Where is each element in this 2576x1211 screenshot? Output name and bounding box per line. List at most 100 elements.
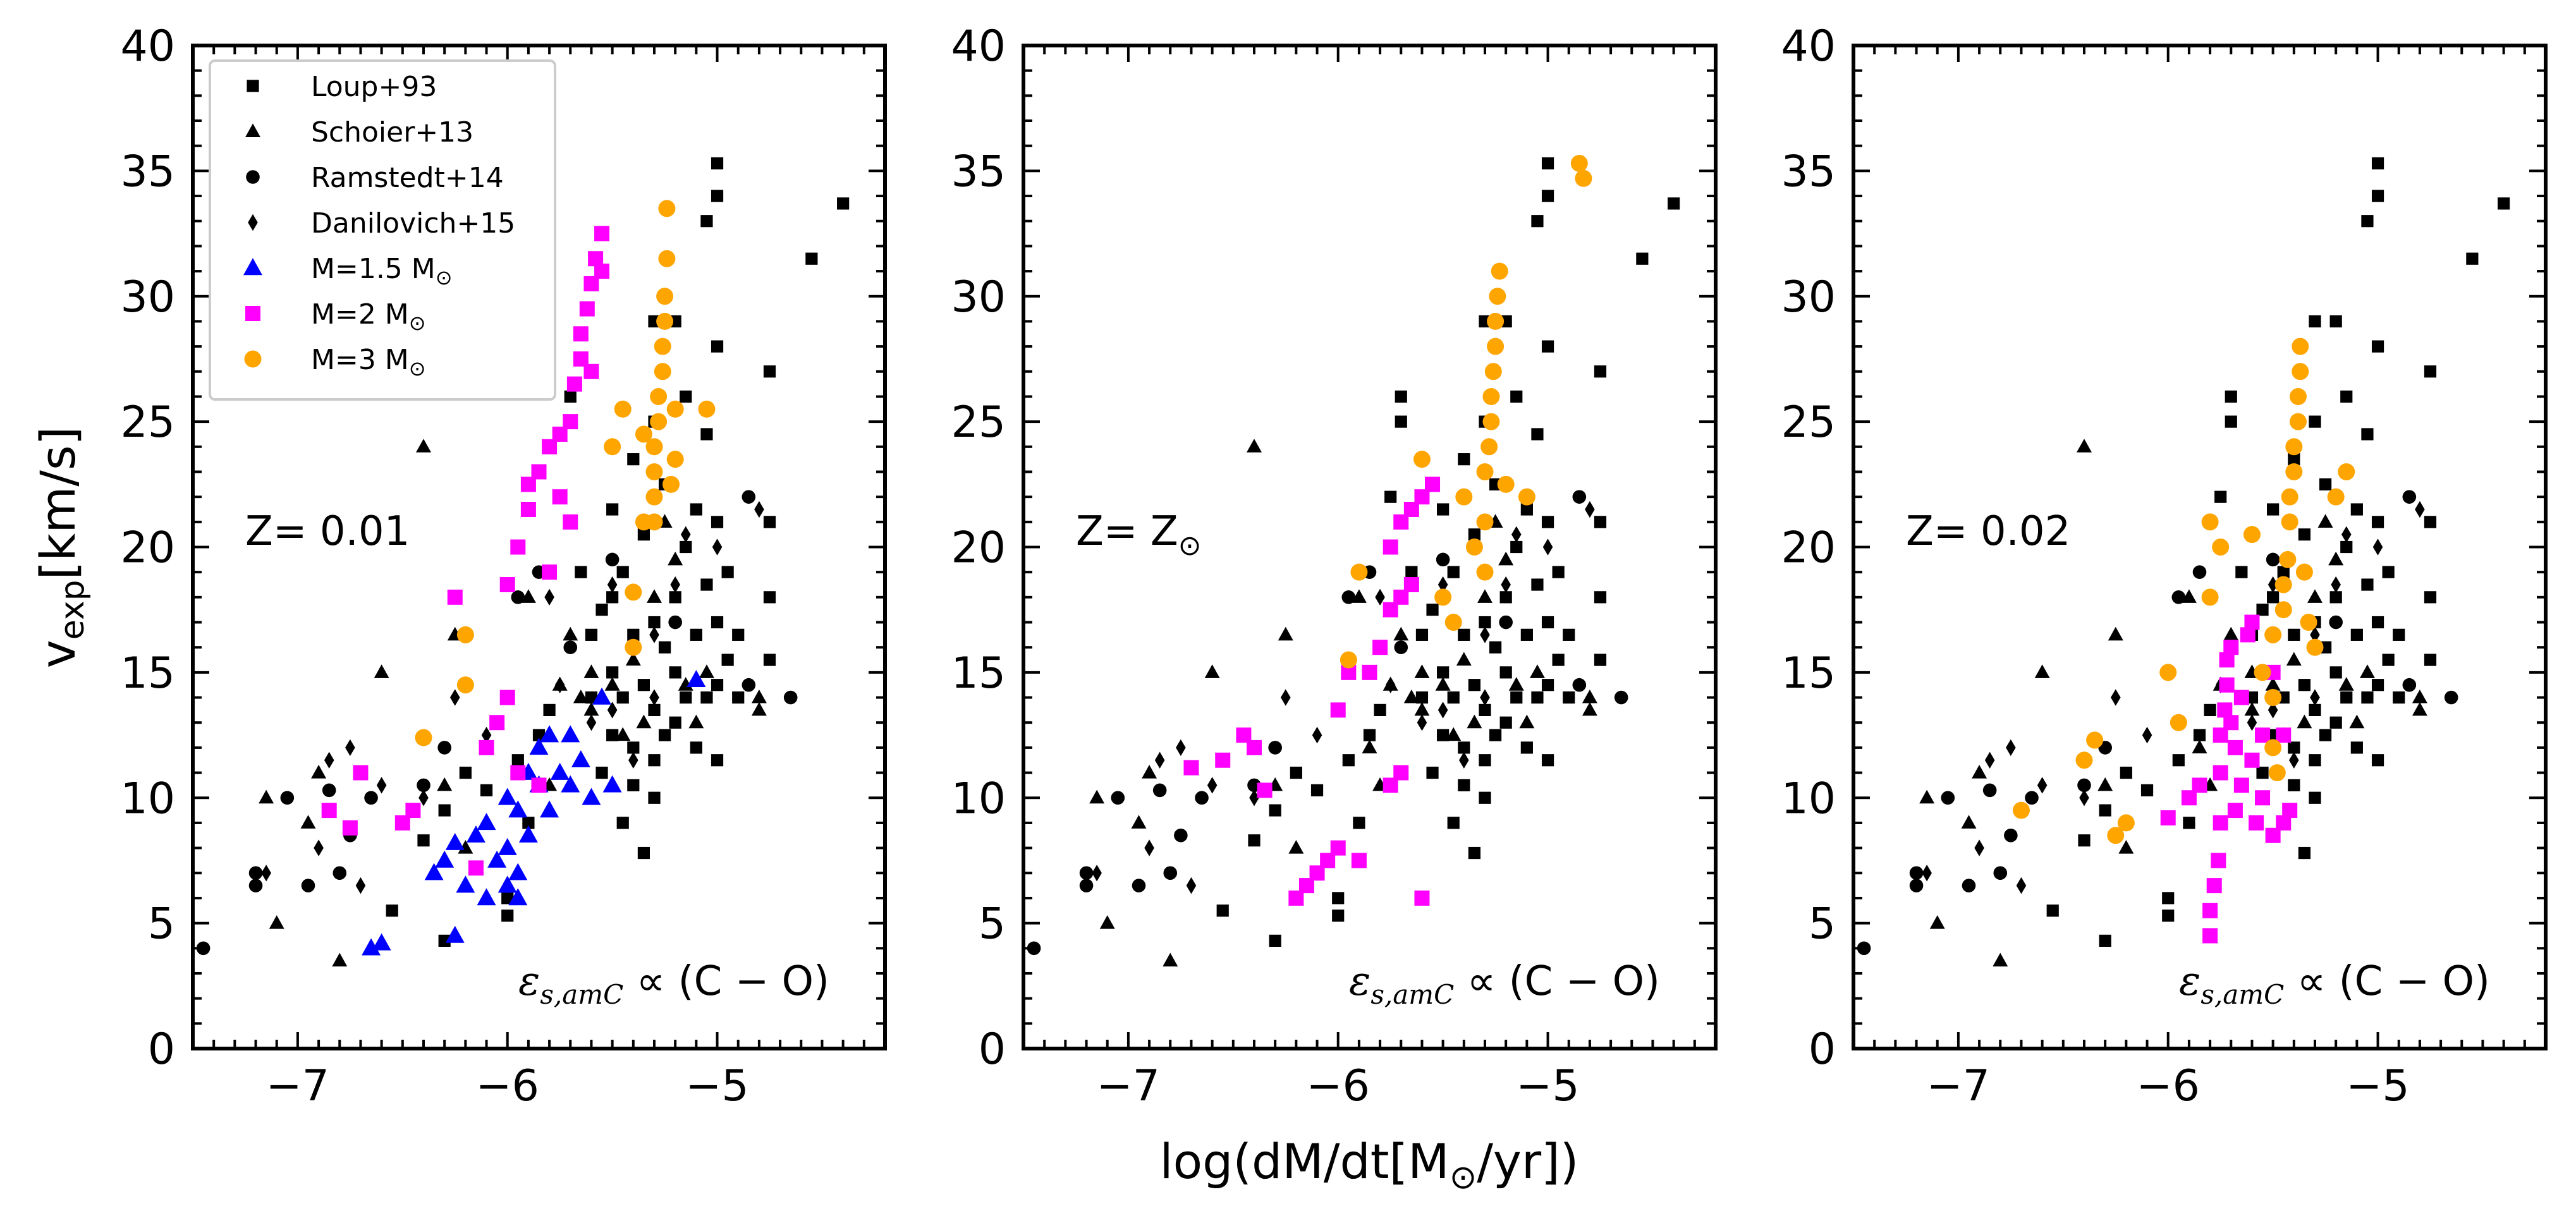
model-point-m-2-m- [563,514,578,530]
model-point-m-2-m- [510,539,526,555]
model-point-m-3-m- [625,638,642,656]
obs-point-ramstedt-14 [333,866,347,880]
obs-point-loup-93 [1479,754,1491,767]
obs-point-loup-93 [648,754,661,767]
obs-point-loup-93 [2277,566,2290,578]
panel-right: −7 −6 −5 0 5 10 15 20 25 30 35 40 Z= 0.02 εs,amC ∝ … [1781,21,2548,1111]
model-point-m-3-m- [614,400,632,418]
model-point-m-3-m- [1487,312,1505,330]
obs-point-schoier-13 [647,589,662,603]
obs-point-danilovich-15 [355,877,366,894]
obs-point-loup-93 [1510,691,1523,704]
obs-point-schoier-13 [1961,815,1977,829]
legend-marker [245,306,260,321]
model-point-m-2-m- [1383,539,1398,555]
obs-point-loup-93 [763,654,776,666]
obs-point-danilovich-15 [1585,501,1595,518]
model-point-m-3-m- [1497,475,1515,493]
obs-point-ramstedt-14 [2329,615,2343,630]
obs-point-loup-93 [1248,834,1261,847]
y-tick-label: 0 [1809,1025,1836,1074]
scatter-points-right [1857,157,2510,967]
obs-point-loup-93 [1594,365,1607,378]
ticks-left [192,44,886,1050]
obs-point-loup-93 [669,666,681,679]
y-tick-label: 25 [120,398,175,447]
model-point-m-2-m- [2202,928,2218,944]
legend-label: Loup+93 [311,71,437,103]
obs-point-schoier-13 [1351,589,1367,603]
obs-point-loup-93 [2382,654,2395,666]
obs-point-ramstedt-14 [1268,741,1282,755]
obs-point-schoier-13 [416,439,431,453]
obs-point-schoier-13 [604,677,620,691]
model-point-m-2-m- [573,326,589,342]
obs-point-schoier-13 [2412,702,2427,716]
obs-point-danilovich-15 [1176,739,1186,757]
obs-point-schoier-13 [2265,677,2281,691]
obs-point-loup-93 [606,591,619,604]
model-point-m-3-m- [654,363,671,380]
model-point-m-1.5-m- [497,875,517,893]
obs-point-loup-93 [721,566,734,578]
obs-point-ramstedt-14 [301,879,315,892]
model-point-m-1.5-m- [540,800,559,818]
y-tick-label: 0 [979,1025,1006,1074]
obs-point-ramstedt-14 [1572,490,1587,504]
obs-point-ramstedt-14 [783,690,798,705]
obs-point-ramstedt-14 [1163,866,1178,880]
model-point-m-3-m- [2274,601,2292,619]
obs-point-loup-93 [1552,654,1565,666]
model-point-m-1.5-m- [497,837,517,855]
formula-label-left: εs,amC ∝ (C − O) [518,958,829,1010]
obs-point-loup-93 [1499,666,1512,679]
obs-point-danilovich-15 [2016,877,2027,894]
obs-point-loup-93 [2235,566,2248,578]
obs-point-loup-93 [1541,679,1554,691]
obs-point-schoier-13 [1247,439,1262,453]
legend-marker [246,170,260,184]
obs-point-loup-93 [1437,503,1450,516]
obs-point-loup-93 [2319,478,2332,490]
obs-point-loup-93 [616,817,629,829]
obs-point-loup-93 [805,252,818,265]
model-point-m-3-m- [2306,638,2324,656]
obs-point-ramstedt-14 [742,490,756,504]
obs-point-loup-93 [606,729,619,741]
model-point-m-2-m- [542,564,558,580]
model-point-m-2-m- [2219,677,2235,693]
obs-point-loup-93 [680,540,692,554]
obs-point-loup-93 [1510,390,1523,403]
y-tick-label: 40 [1781,21,1836,71]
obs-point-schoier-13 [1467,714,1482,729]
obs-point-loup-93 [1541,340,1554,353]
obs-point-loup-93 [2256,604,2269,616]
tick-labels-left: −7 −6 −5 0 5 10 15 20 25 30 35 40 [120,21,748,1111]
obs-point-loup-93 [1594,516,1607,528]
obs-point-loup-93 [2393,628,2405,641]
model-point-m-3-m- [2327,488,2345,506]
legend-box [209,59,556,401]
model-point-m-3-m- [656,312,674,330]
obs-point-schoier-13 [1498,551,1514,566]
obs-point-schoier-13 [2317,514,2333,528]
y-tick-label: 40 [120,21,175,71]
obs-point-loup-93 [1499,591,1512,604]
model-point-m-2-m- [1414,890,1430,906]
model-point-m-3-m- [1484,363,1502,380]
obs-point-schoier-13 [2297,714,2312,729]
obs-point-danilovich-15 [712,539,723,556]
tick-labels-middle: −7 −6 −5 0 5 10 15 20 25 30 35 40 [951,21,1579,1111]
model-point-m-2-m- [2249,815,2264,831]
obs-point-schoier-13 [1099,915,1115,929]
obs-point-loup-93 [2350,503,2363,516]
obs-point-schoier-13 [751,702,767,716]
obs-point-loup-93 [1489,641,1502,654]
obs-point-loup-93 [637,679,650,691]
y-axis-label: vexp[km/s] [30,427,92,668]
obs-point-schoier-13 [1582,702,1597,716]
model-point-m-3-m- [604,438,621,456]
obs-point-danilovich-15 [261,865,271,882]
model-point-m-1.5-m- [561,775,580,793]
obs-point-ramstedt-14 [248,866,263,880]
